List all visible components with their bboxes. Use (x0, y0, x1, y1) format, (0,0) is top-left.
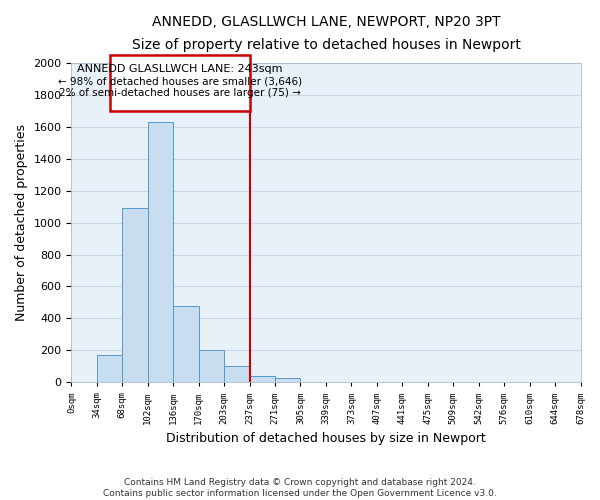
Y-axis label: Number of detached properties: Number of detached properties (15, 124, 28, 321)
Text: ANNEDD GLASLLWCH LANE: 243sqm: ANNEDD GLASLLWCH LANE: 243sqm (77, 64, 283, 74)
Bar (275, 378, 301, 382)
Title: ANNEDD, GLASLLWCH LANE, NEWPORT, NP20 3PT
Size of property relative to detached : ANNEDD, GLASLLWCH LANE, NEWPORT, NP20 3P… (131, 15, 520, 52)
Bar (148, 122, 173, 382)
Text: 2% of semi-detached houses are larger (75) →: 2% of semi-detached houses are larger (7… (59, 88, 301, 99)
Text: ← 98% of detached houses are smaller (3,646): ← 98% of detached houses are smaller (3,… (58, 76, 302, 86)
Bar (122, 208, 148, 382)
Bar (173, 306, 199, 382)
Bar (199, 350, 224, 382)
X-axis label: Distribution of detached houses by size in Newport: Distribution of detached houses by size … (166, 432, 486, 445)
Bar (97, 355, 122, 382)
Bar (250, 376, 275, 382)
Text: Contains HM Land Registry data © Crown copyright and database right 2024.
Contai: Contains HM Land Registry data © Crown c… (103, 478, 497, 498)
Bar (224, 366, 250, 382)
FancyBboxPatch shape (110, 54, 250, 110)
